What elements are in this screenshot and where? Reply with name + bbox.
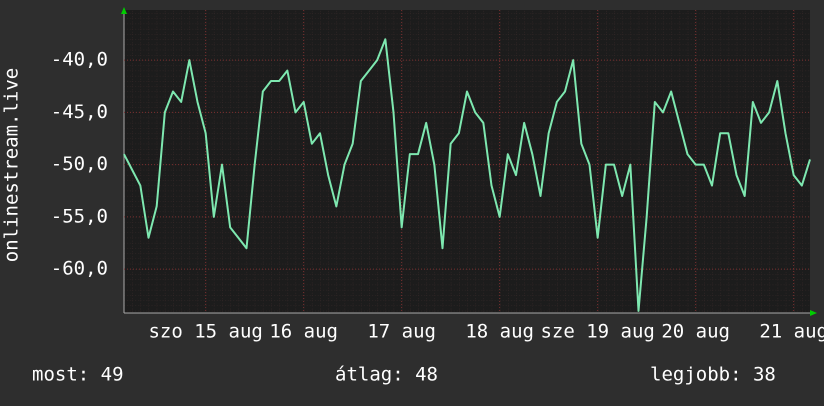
y-tick-label: -40,0	[51, 49, 108, 71]
x-tick-label: sze 19 aug	[540, 321, 654, 343]
x-tick-label: szo 15 aug	[148, 321, 262, 343]
series-line	[123, 38, 811, 312]
stat-best: legjobb: 38	[650, 364, 776, 386]
x-tick-label: 21 aug	[759, 321, 824, 343]
x-arrow	[810, 310, 817, 316]
stat-average: átlag: 48	[335, 364, 438, 386]
minor-grid	[124, 10, 810, 313]
y-tick-label: -60,0	[51, 258, 108, 280]
x-tick-label: 17 aug	[367, 321, 436, 343]
x-tick-label: 20 aug	[661, 321, 730, 343]
y-tick-label: -45,0	[51, 101, 108, 123]
y-tick-label: -55,0	[51, 205, 108, 227]
y-arrow	[121, 7, 127, 14]
y-tick-label: -50,0	[51, 153, 108, 175]
y-axis-label: onlinestream.live	[1, 68, 23, 262]
x-tick-label: 16 aug	[269, 321, 338, 343]
x-tick-label: 18 aug	[465, 321, 534, 343]
stat-now: most: 49	[32, 364, 124, 386]
